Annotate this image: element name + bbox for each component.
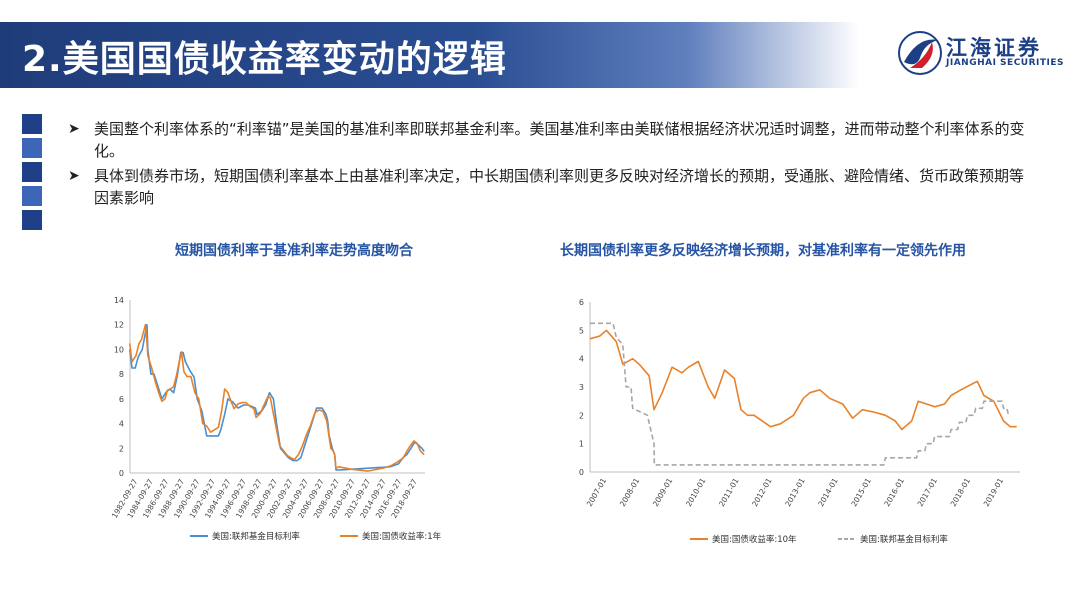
bullet-list: ➤ 美国整个利率体系的“利率锚”是美国的基准利率即联邦基金利率。美国基准利率由美…: [68, 118, 1028, 212]
y-tick-label: 0: [119, 469, 124, 478]
bullet-item-2: ➤ 具体到债券市场，短期国债利率基本上由基准利率决定，中长期国债利率则更多反映对…: [68, 165, 1028, 209]
y-tick-label: 2: [579, 411, 584, 420]
square-3: [22, 162, 42, 182]
bullet-text-2: 具体到债券市场，短期国债利率基本上由基准利率决定，中长期国债利率则更多反映对经济…: [94, 167, 1025, 207]
decorative-squares: [22, 114, 42, 234]
right-chart-title: 长期国债利率更多反映经济增长预期，对基准利率有一定领先作用: [560, 243, 966, 259]
x-tick-label: 2007-01: [585, 476, 609, 508]
slide-title: 2.美国国债收益率变动的逻辑: [22, 39, 507, 80]
y-tick-label: 4: [579, 355, 584, 364]
x-tick-label: 2019-01: [982, 476, 1006, 508]
left-chart: 024681012141982-09-271984-09-271986-09-2…: [110, 296, 442, 542]
bullet-item-1: ➤ 美国整个利率体系的“利率锚”是美国的基准利率即联邦基金利率。美国基准利率由美…: [68, 118, 1028, 162]
series-line-2: [590, 322, 1011, 466]
arrow-right-icon: ➤: [68, 121, 80, 137]
x-tick-label: 2017-01: [916, 476, 940, 508]
legend-label-2: 美国:联邦基金目标利率: [860, 534, 948, 545]
square-2: [22, 138, 42, 158]
bullet-text-1: 美国整个利率体系的“利率锚”是美国的基准利率即联邦基金利率。美国基准利率由美联储…: [94, 120, 1025, 160]
square-4: [22, 186, 42, 206]
x-tick-label: 2014-01: [816, 476, 840, 508]
arrow-right-icon: ➤: [68, 168, 80, 184]
x-tick-label: 2016-01: [882, 476, 906, 508]
series-line-2: [128, 323, 425, 472]
left-chart-title: 短期国债利率于基准利率走势高度吻合: [175, 243, 413, 259]
y-tick-label: 2: [119, 444, 124, 453]
logo-en-text: JIANGHAI SECURITIES: [946, 58, 1065, 68]
y-tick-label: 1: [579, 440, 584, 449]
right-chart: 0 1 2 3 4 5 6 2007-01 2008-01 2009-01 2010-01 2011-…: [579, 298, 1020, 545]
square-5: [22, 210, 42, 230]
x-tick-label: 2018-01: [949, 476, 973, 508]
y-tick-label: 10: [114, 345, 124, 354]
y-tick-label: 6: [579, 298, 584, 307]
x-tick-label: 2012-01: [750, 476, 774, 508]
legend-label-1: 美国:联邦基金目标利率: [212, 531, 300, 542]
series-line-1: [128, 323, 425, 471]
legend-label-2: 美国:国债收益率:1年: [362, 531, 442, 542]
x-tick-label: 2013-01: [783, 476, 807, 508]
x-tick-label: 2011-01: [717, 476, 741, 508]
y-tick-label: 14: [114, 296, 124, 305]
company-logo: [898, 31, 942, 75]
y-tick-label: 12: [114, 321, 124, 330]
x-tick-label: 2010-01: [684, 476, 708, 508]
y-tick-label: 3: [579, 383, 584, 392]
y-tick-label: 5: [579, 326, 584, 335]
series-line-1: [589, 329, 1017, 431]
legend-label-1: 美国:国债收益率:10年: [712, 534, 797, 545]
x-tick-label: 2015-01: [849, 476, 873, 508]
y-tick-label: 6: [119, 395, 124, 404]
title-bar: [0, 22, 860, 88]
logo-cn-text: 江海证券: [946, 36, 1042, 60]
y-tick-label: 8: [119, 370, 124, 379]
y-tick-label: 0: [579, 468, 584, 477]
x-tick-label: 2009-01: [651, 476, 675, 508]
y-tick-label: 4: [119, 420, 124, 429]
square-1: [22, 114, 42, 134]
x-tick-label: 2008-01: [618, 476, 642, 508]
